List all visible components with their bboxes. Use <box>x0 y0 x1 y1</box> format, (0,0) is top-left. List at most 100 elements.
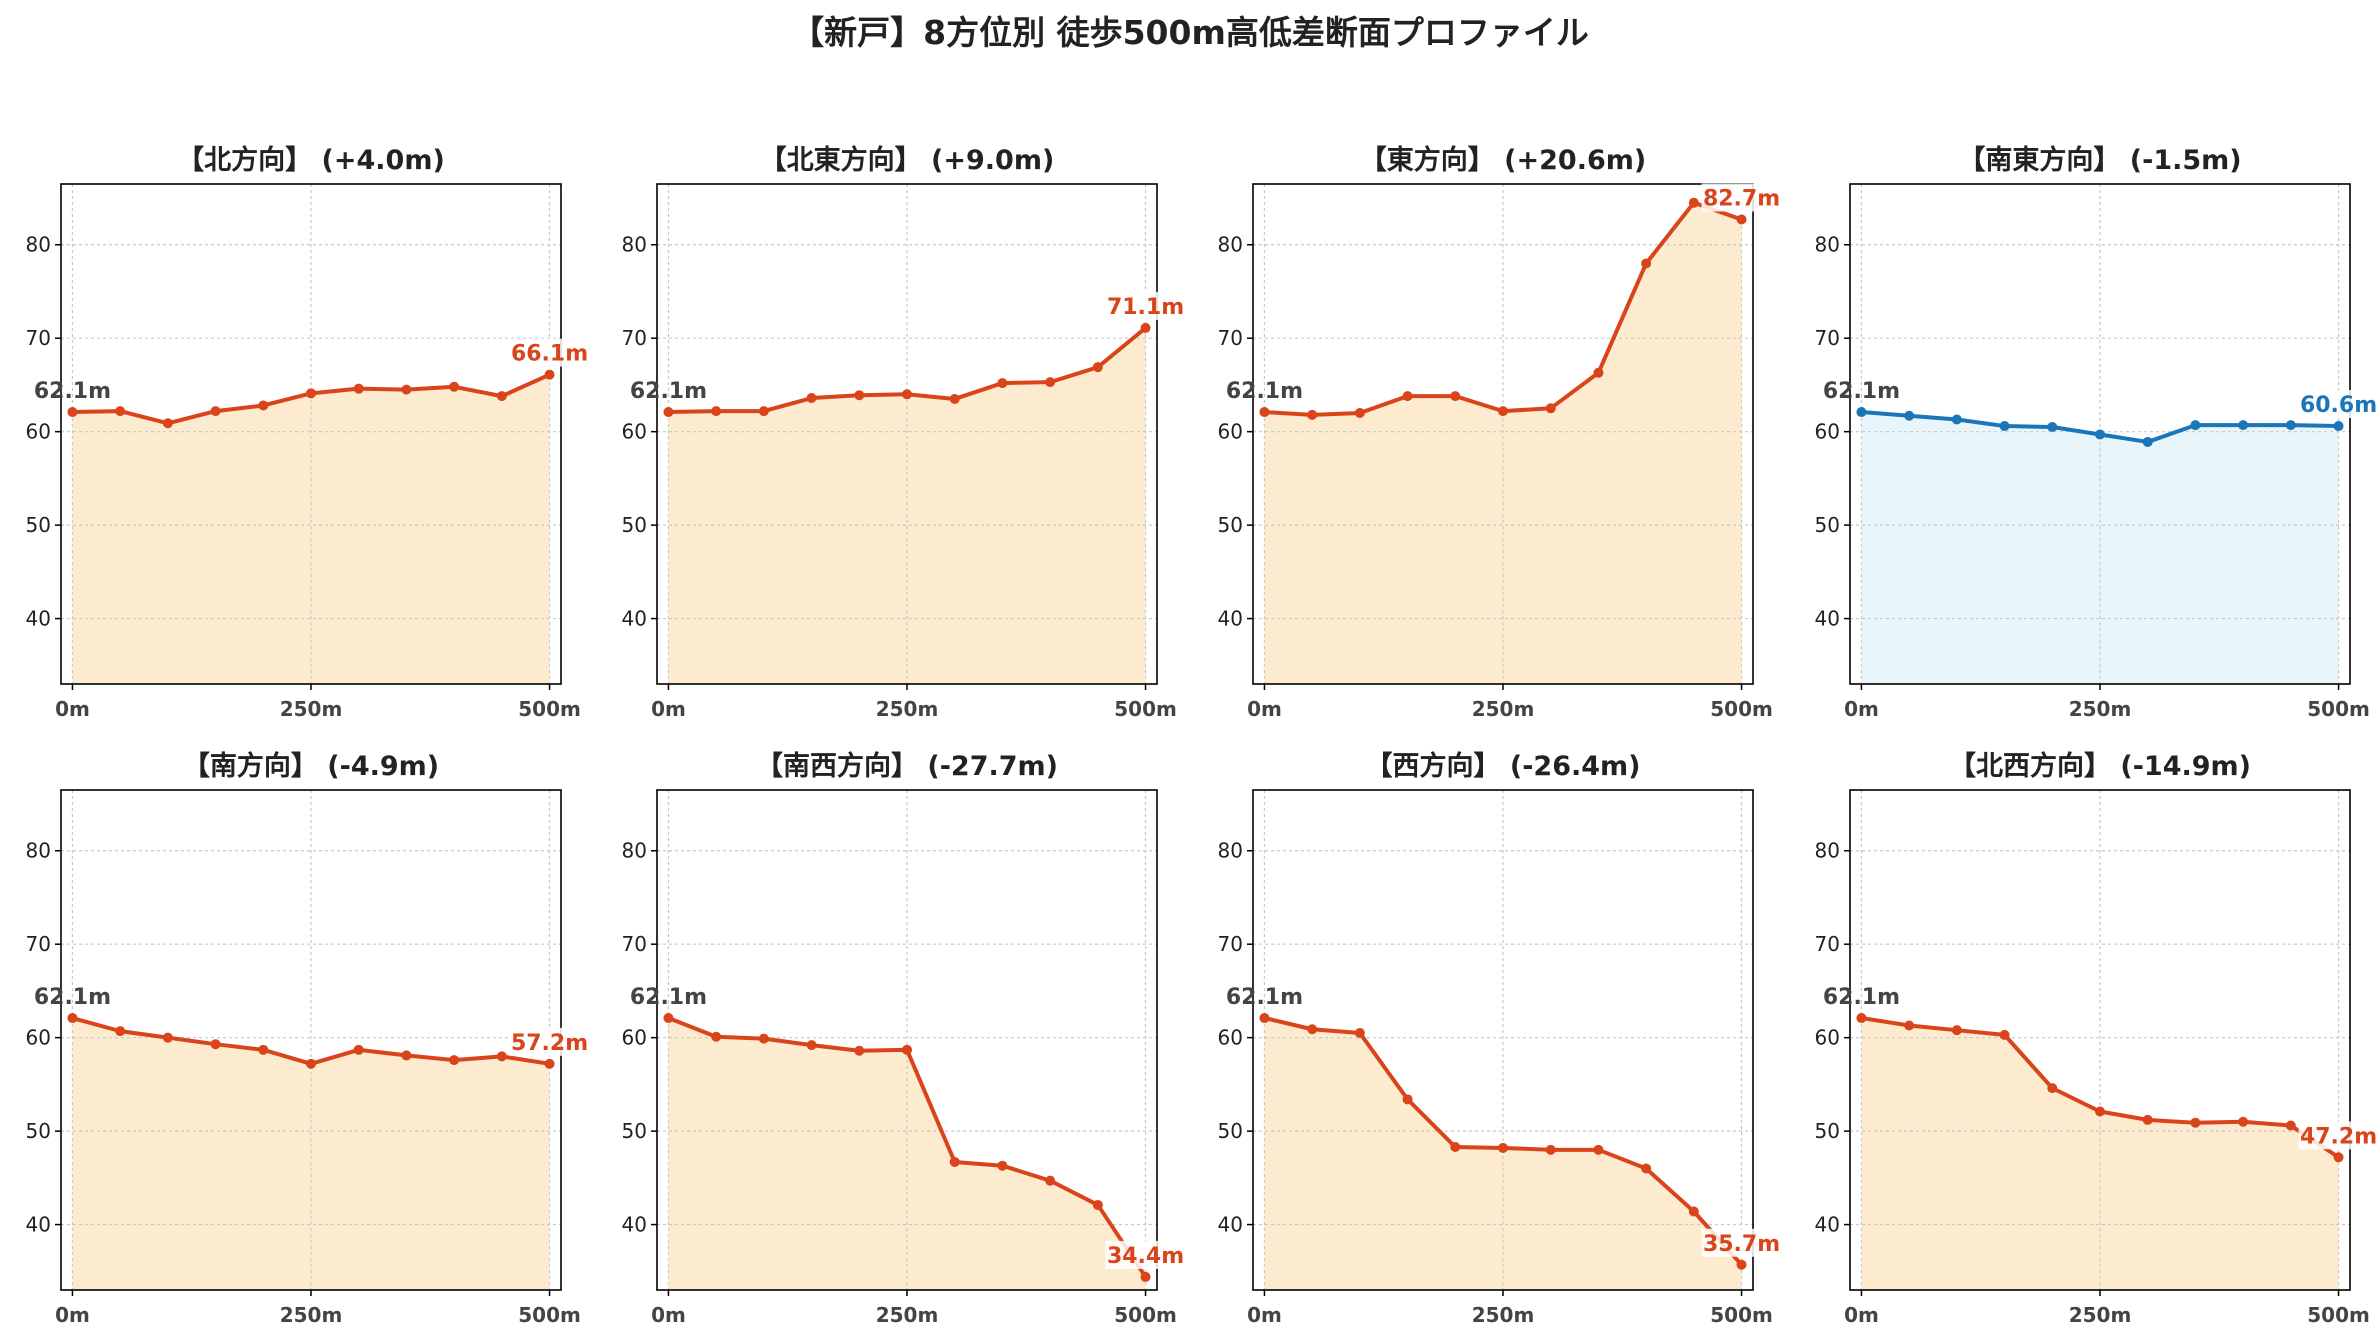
panel-2: 【東方向】 (+20.6m) 40 50 60 70 80 0m 250m 500m 62.1m 8… <box>1218 144 1782 721</box>
data-point <box>496 391 507 402</box>
data-point <box>210 406 221 417</box>
data-point <box>2047 421 2058 432</box>
data-point <box>2142 436 2153 447</box>
x-tick-label: 500m <box>1710 697 1773 721</box>
y-tick-label: 80 <box>622 233 647 257</box>
end-label-background <box>509 338 590 367</box>
data-point <box>306 388 316 399</box>
data-point <box>162 1032 173 1043</box>
y-tick-label: 40 <box>622 1213 647 1237</box>
y-tick-label: 50 <box>26 513 51 537</box>
y-tick-label: 40 <box>1218 1213 1243 1237</box>
y-tick-label: 70 <box>26 326 51 350</box>
x-tick-label: 500m <box>1710 1303 1773 1327</box>
data-point <box>67 407 78 418</box>
end-value-label: 47.2m <box>2300 1124 2377 1149</box>
data-point <box>997 1160 1008 1171</box>
data-point <box>2238 420 2249 431</box>
end-label-background <box>1701 1228 1782 1257</box>
panel-3: 【南東方向】 (-1.5m) 40 50 60 70 80 0m 250m 500m 62.1m 6… <box>1815 144 2379 721</box>
plot-area <box>1253 184 1753 684</box>
end-label-background <box>2298 390 2379 419</box>
data-point <box>1045 377 1056 388</box>
data-point <box>1951 414 1962 425</box>
y-tick-label: 50 <box>1815 513 1840 537</box>
end-value-label: 71.1m <box>1107 295 1184 320</box>
x-tick-label: 500m <box>2307 1303 2370 1327</box>
y-tick-label: 70 <box>1815 932 1840 956</box>
data-point <box>1999 1029 2010 1040</box>
data-point <box>401 1050 412 1061</box>
data-point <box>1092 1199 1103 1210</box>
y-tick-label: 50 <box>1218 1119 1243 1143</box>
end-label-background <box>509 1027 590 1056</box>
data-point <box>115 1026 126 1037</box>
end-value-label: 60.6m <box>2300 393 2377 418</box>
y-tick-label: 70 <box>1218 932 1243 956</box>
y-tick-label: 70 <box>1218 326 1243 350</box>
plot-area <box>657 184 1157 684</box>
y-tick-label: 60 <box>622 1026 647 1050</box>
y-tick-label: 60 <box>1218 420 1243 444</box>
data-point <box>1307 409 1318 420</box>
y-tick-label: 70 <box>622 326 647 350</box>
data-point <box>544 369 555 380</box>
data-point <box>449 381 460 392</box>
data-point <box>758 406 769 417</box>
data-point <box>663 407 674 418</box>
data-point <box>902 1044 912 1055</box>
panel-title: 【北東方向】 (+9.0m) <box>760 144 1055 176</box>
data-point <box>1498 1142 1508 1153</box>
x-tick-label: 0m <box>1247 697 1282 721</box>
x-tick-label: 500m <box>1114 697 1177 721</box>
data-point <box>902 389 912 400</box>
y-tick-label: 70 <box>26 932 51 956</box>
y-tick-label: 50 <box>1815 1119 1840 1143</box>
plot-area <box>61 184 561 684</box>
data-point <box>1904 410 1915 421</box>
data-point <box>258 1044 269 1055</box>
x-tick-label: 250m <box>280 697 343 721</box>
plot-area <box>1850 184 2350 684</box>
start-value-label: 62.1m <box>630 985 707 1010</box>
end-value-label: 66.1m <box>511 342 588 367</box>
end-value-label: 82.7m <box>1703 187 1780 212</box>
data-point <box>1641 1163 1652 1174</box>
data-point <box>854 1045 865 1056</box>
x-tick-label: 250m <box>2069 697 2132 721</box>
data-point <box>1545 1144 1556 1155</box>
figure-title: 【新戸】8方位別 徒歩500m高低差断面プロファイル <box>791 13 1589 52</box>
y-tick-label: 80 <box>1815 839 1840 863</box>
panel-1: 【北東方向】 (+9.0m) 40 50 60 70 80 0m 250m 500m 62.1m 7… <box>622 144 1186 721</box>
data-point <box>2333 1152 2344 1163</box>
data-point <box>1140 322 1151 333</box>
data-point <box>854 390 865 401</box>
x-tick-label: 500m <box>518 1303 581 1327</box>
plot-area <box>657 790 1157 1290</box>
data-point <box>1688 1206 1699 1217</box>
x-tick-label: 250m <box>876 697 939 721</box>
data-point <box>210 1039 221 1050</box>
end-value-label: 57.2m <box>511 1031 588 1056</box>
data-point <box>2142 1114 2153 1125</box>
data-point <box>2285 1120 2296 1131</box>
data-point <box>1593 1144 1604 1155</box>
data-point <box>1092 362 1103 373</box>
area-fill <box>668 1018 1146 1290</box>
start-value-label: 62.1m <box>34 985 111 1010</box>
data-point <box>2285 420 2296 431</box>
y-tick-label: 70 <box>1815 326 1840 350</box>
data-point <box>115 406 126 417</box>
panel-title: 【東方向】 (+20.6m) <box>1360 144 1646 176</box>
data-point <box>806 393 817 404</box>
data-point <box>2333 421 2344 432</box>
y-tick-label: 40 <box>1815 1213 1840 1237</box>
data-point <box>449 1055 460 1066</box>
data-point <box>401 384 412 395</box>
data-point <box>1450 1142 1461 1153</box>
y-tick-label: 60 <box>26 1026 51 1050</box>
y-tick-label: 50 <box>622 1119 647 1143</box>
data-point <box>306 1058 316 1069</box>
y-tick-label: 50 <box>622 513 647 537</box>
